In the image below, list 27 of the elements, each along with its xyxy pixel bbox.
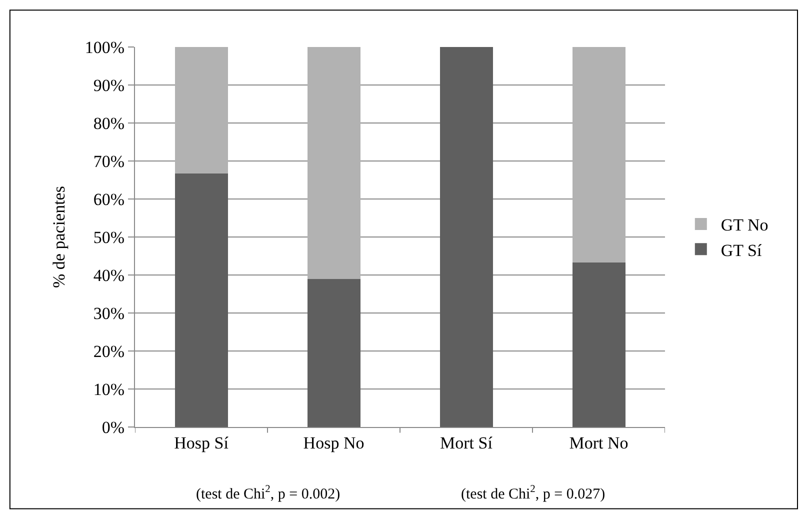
bar [307,278,360,427]
x-tick-label: Mort Sí [440,433,493,452]
y-tick-label: 50% [93,228,125,247]
bar [174,47,228,174]
bar [440,47,493,427]
y-tick-label: 0% [102,418,125,437]
x-tick-label: Mort No [569,433,628,452]
y-tick-label: 70% [93,152,125,171]
y-tick-label: 60% [93,190,125,209]
y-tick-label: 80% [93,114,125,133]
y-tick-label: 30% [93,304,125,323]
bar [174,174,228,427]
bar [572,262,626,427]
text: (test de Chi$^{2}$, p = 0.002) [196,484,340,502]
legend-label: GT No [720,216,768,235]
x-tick-label: Hosp Sí [174,433,229,452]
bar [572,47,626,262]
bar [307,47,360,279]
y-tick-label: 100% [84,38,125,57]
y-tick-label: 40% [93,266,125,285]
legend-label: GT Sí [720,240,762,260]
y-tick-label: 90% [93,76,125,95]
text: (test de Chi$^{2}$, p = 0.027) [461,484,606,502]
y-tick-label: 20% [93,342,125,361]
y-axis-title: % de pacientes [49,186,68,288]
x-tick-label: Hosp No [303,433,364,452]
y-tick-label: 10% [93,380,125,399]
